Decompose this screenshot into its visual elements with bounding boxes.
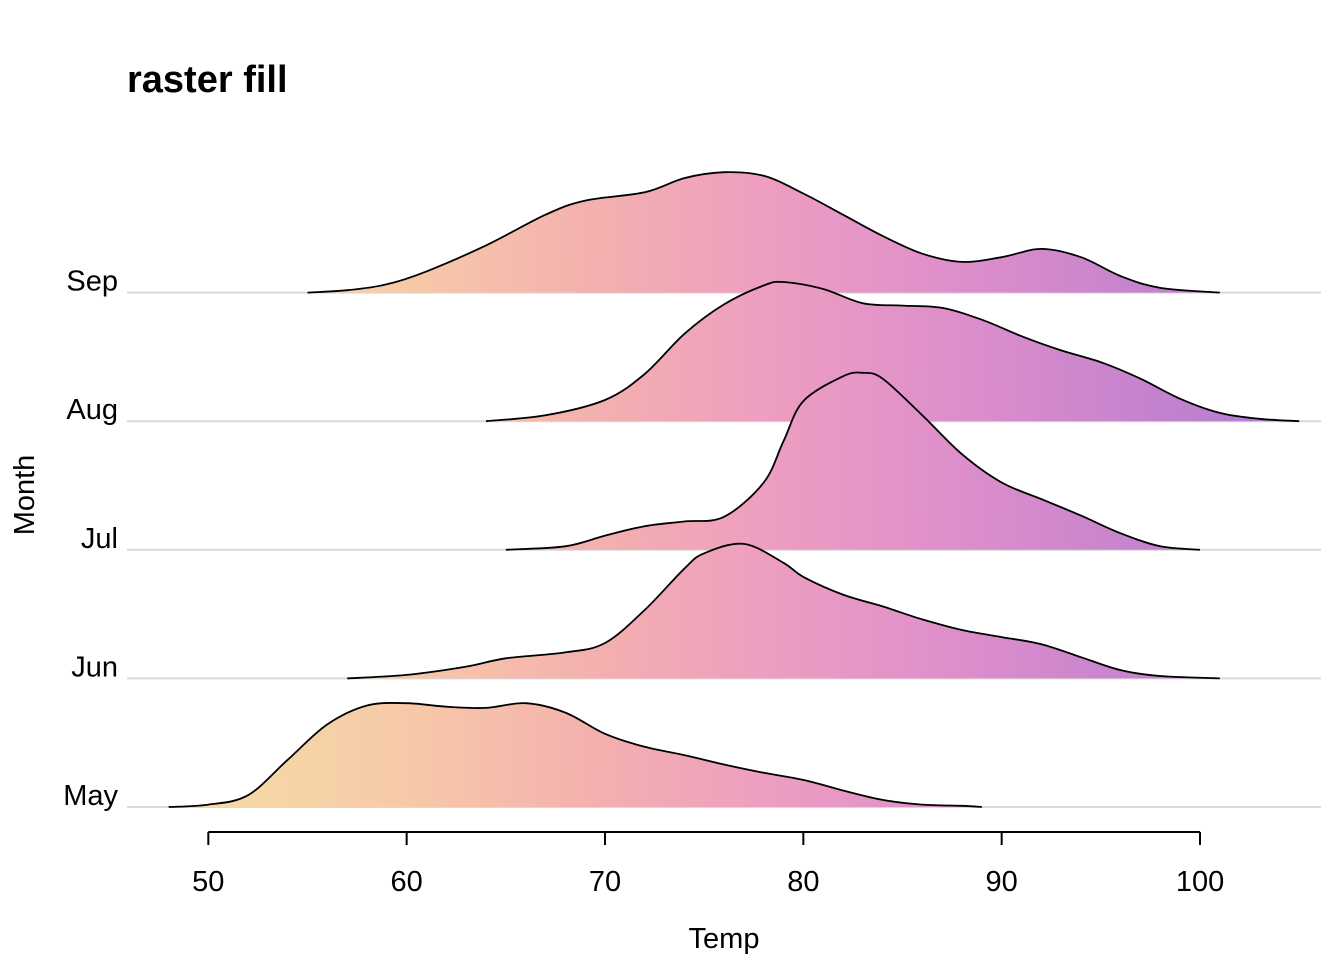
y-tick-label-jul: Jul: [81, 523, 118, 555]
x-axis-label: Temp: [689, 923, 760, 955]
ridge-fill-jul: [505, 372, 1200, 550]
ridge-fill-aug: [486, 281, 1300, 422]
x-axis: 50 60 70 80 90 100: [192, 831, 1224, 898]
y-tick-label-sep: Sep: [66, 266, 118, 298]
x-tick-label-50: 50: [192, 866, 224, 898]
x-tick-label-60: 60: [391, 866, 423, 898]
ridge-line-jul: [505, 371, 1201, 551]
chart-title: raster fill: [127, 59, 288, 101]
y-tick-label-jun: Jun: [71, 651, 118, 683]
ridge-fill-jun: [347, 543, 1220, 679]
x-tick-label-70: 70: [589, 866, 621, 898]
x-tick-label-90: 90: [986, 866, 1018, 898]
ridge-fill-may: [168, 702, 982, 807]
ridge-fill-sep: [307, 172, 1220, 293]
x-tick-label-80: 80: [787, 866, 819, 898]
y-tick-label-aug: Aug: [66, 394, 118, 426]
y-axis-tick-labels: Sep Aug Jul Jun May: [63, 266, 118, 812]
ridge-line-may: [168, 702, 982, 808]
ridges: [168, 171, 1300, 808]
y-tick-label-may: May: [63, 780, 118, 812]
ridge-line-sep: [307, 171, 1220, 294]
ridge-line-aug: [485, 280, 1300, 423]
x-tick-label-100: 100: [1176, 866, 1224, 898]
y-axis-label: Month: [9, 455, 41, 536]
ridge-line-jun: [347, 542, 1220, 680]
